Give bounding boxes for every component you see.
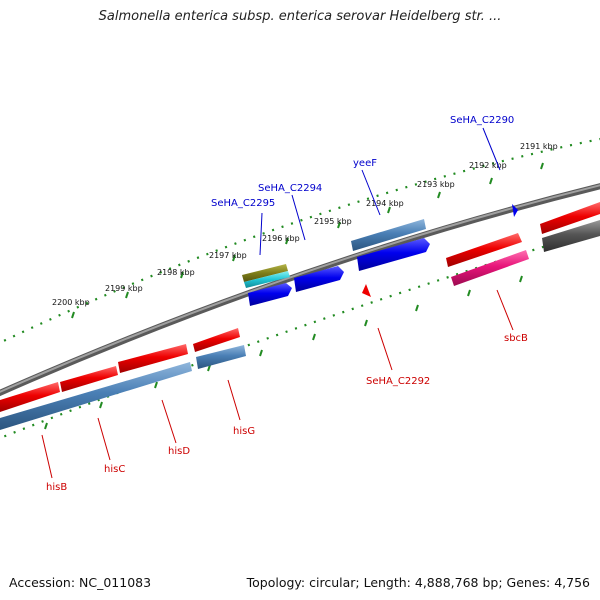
cds-feature-yeeF-steel[interactable] [351,219,426,251]
genome-backbone [0,183,600,397]
cds-feature-yeeF[interactable] [357,238,430,271]
gene-label[interactable]: SeHA_C2290 [450,115,514,126]
cds-feature-hisB-red[interactable] [0,382,60,412]
cds-feature-sbcB[interactable] [451,250,529,286]
kbp-tick-ring-outer [0,137,600,344]
reverse-strand-features [0,328,246,430]
feature-cyan[interactable] [244,271,290,288]
cds-feature-hisC-red[interactable] [60,366,118,392]
gene-label[interactable]: hisD [168,446,190,457]
cds-feature-hisD-red[interactable] [118,344,188,373]
red-marker-icon [362,284,371,297]
blue-marker-icon [512,204,518,217]
cds-feature-hisG-red[interactable] [193,328,240,352]
kbp-label: 2200 kbp [52,298,90,307]
kbp-label: 2192 kbp [469,161,507,170]
kbp-label: 2193 kbp [417,180,455,189]
gene-callout-lines [41,127,514,479]
kbp-label: 2197 kbp [209,251,247,260]
gene-label[interactable]: hisC [104,464,125,475]
cds-feature-SeHA_C2294[interactable] [294,266,344,292]
kbp-label: 2196 kbp [262,234,300,243]
feature-grey-track[interactable] [542,220,600,252]
gene-label[interactable]: SeHA_C2292 [366,376,430,387]
kbp-label: 2199 kbp [105,284,143,293]
gene-label[interactable]: SeHA_C2295 [211,198,275,209]
gene-labels-forward: SeHA_C2295 SeHA_C2294 yeeF SeHA_C2290 [211,115,514,209]
genome-summary-label: Topology: circular; Length: 4,888,768 bp… [246,575,590,590]
gene-label[interactable]: SeHA_C2294 [258,183,322,194]
kbp-tick-ring-inner [0,228,600,440]
cds-feature-his-steel-1[interactable] [0,362,192,430]
gene-label[interactable]: yeeF [353,158,377,169]
cds-feature-SeHA_C2295[interactable] [248,283,292,306]
kbp-labels: 2200 kbp 2199 kbp 2198 kbp 2197 kbp 2196… [52,142,558,307]
cds-feature-red-right[interactable] [446,233,522,267]
kbp-label: 2191 kbp [520,142,558,151]
forward-strand-features [242,202,600,306]
kbp-label: 2198 kbp [157,268,195,277]
cds-feature-red-far-right[interactable] [540,202,600,234]
gene-label[interactable]: sbcB [504,333,528,344]
gene-label[interactable]: hisB [46,482,67,493]
kbp-label: 2194 kbp [366,199,404,208]
gene-label[interactable]: hisG [233,426,255,437]
feature-olive[interactable] [242,264,288,282]
kbp-label: 2195 kbp [314,217,352,226]
accession-label: Accession: NC_011083 [9,575,152,590]
map-title: Salmonella enterica subsp. enterica sero… [98,9,502,24]
gene-labels-reverse: hisB hisC hisD hisG SeHA_C2292 sbcB [46,333,528,493]
cds-feature-his-steel-2[interactable] [196,345,246,369]
